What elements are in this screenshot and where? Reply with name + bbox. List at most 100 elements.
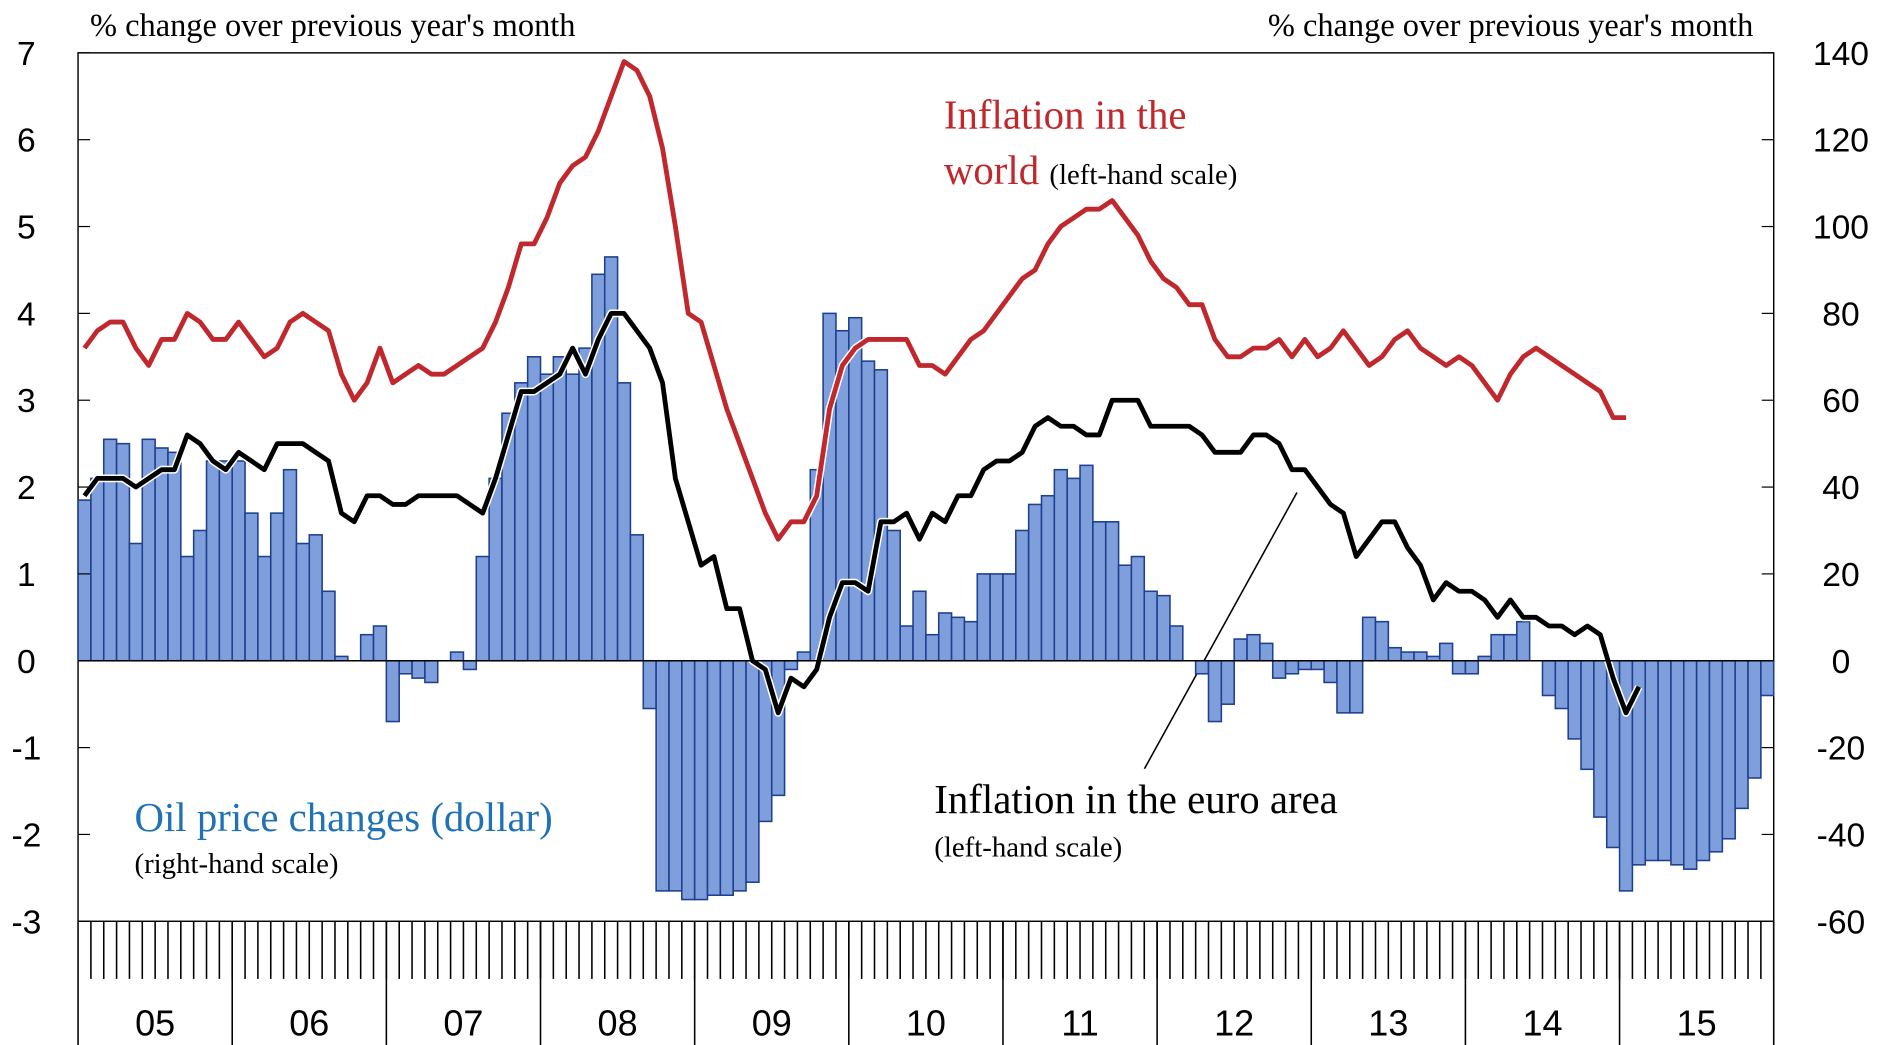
- bar: [372, 625, 388, 662]
- y-tick-label: -2: [11, 817, 41, 854]
- bar: [1644, 659, 1659, 862]
- bar: [90, 477, 105, 662]
- bar: [1156, 594, 1171, 662]
- y2-tick-label: -40: [1817, 817, 1866, 854]
- bar: [77, 499, 92, 662]
- bar: [1464, 659, 1480, 675]
- bar: [783, 659, 799, 671]
- x-group-label: 13: [1368, 1002, 1408, 1043]
- bar: [1593, 659, 1608, 818]
- bar: [745, 659, 760, 883]
- y2-tick-label: 120: [1813, 123, 1869, 160]
- y-tick-label: -3: [11, 904, 41, 941]
- series-note: (left-hand scale): [1049, 159, 1238, 191]
- bar: [488, 477, 503, 662]
- bar: [963, 620, 979, 662]
- line: [82, 59, 1626, 542]
- bar: [1015, 529, 1030, 662]
- bar: [552, 356, 567, 662]
- bar: [167, 451, 182, 662]
- series-note: (left-hand scale): [934, 831, 1122, 863]
- bar: [1747, 659, 1762, 779]
- y-tick-label: -1: [11, 731, 41, 768]
- bar: [308, 534, 323, 662]
- bar: [1027, 503, 1043, 662]
- y-tick-label: 5: [17, 210, 36, 247]
- bar: [578, 347, 593, 662]
- bar: [1503, 633, 1518, 662]
- bar: [770, 659, 786, 797]
- x-group-label: 14: [1522, 1002, 1562, 1043]
- x-group-label: 11: [1061, 1002, 1098, 1043]
- bar: [1220, 659, 1235, 705]
- y2-tick-label: 60: [1822, 383, 1859, 420]
- bar: [244, 512, 259, 662]
- bar: [462, 659, 478, 671]
- y2-tick-label: 0: [1832, 644, 1851, 681]
- bar: [1271, 659, 1287, 679]
- bar: [154, 447, 169, 662]
- bar: [218, 460, 233, 662]
- bar: [1516, 620, 1531, 662]
- leader-line: [1143, 492, 1298, 770]
- bar: [1721, 659, 1736, 840]
- bar: [1567, 659, 1582, 740]
- bar: [359, 633, 375, 662]
- bar: [1413, 651, 1428, 662]
- x-group-label: 12: [1214, 1002, 1254, 1043]
- y2-tick-label: 140: [1813, 36, 1869, 73]
- bar: [1760, 659, 1775, 697]
- bar: [1207, 659, 1223, 723]
- bar: [1657, 659, 1672, 862]
- bar: [424, 659, 439, 684]
- bar: [1695, 659, 1711, 862]
- y-tick-label: 6: [17, 123, 36, 160]
- bar: [1002, 573, 1017, 662]
- bar: [1490, 633, 1505, 662]
- bar: [526, 356, 542, 662]
- bar: [539, 373, 555, 662]
- bar: [1580, 659, 1595, 771]
- bar: [269, 512, 285, 662]
- bar: [1104, 521, 1120, 662]
- bar: [719, 659, 734, 897]
- bar: [848, 316, 863, 662]
- bar: [1130, 555, 1146, 662]
- bar: [1066, 477, 1081, 662]
- x-group-label: 07: [443, 1002, 483, 1043]
- bar: [1541, 659, 1557, 697]
- bar: [732, 659, 747, 892]
- bar: [629, 534, 645, 662]
- bar: [192, 529, 208, 662]
- y-tick-label: 0: [17, 644, 36, 681]
- bar: [1451, 659, 1467, 675]
- bar: [1117, 564, 1133, 662]
- bar: [1053, 468, 1068, 662]
- bar: [321, 590, 336, 662]
- bar: [128, 542, 144, 662]
- y-axis-label: % change over previous year's month: [90, 8, 575, 44]
- bar: [886, 529, 901, 662]
- y2-tick-label: -20: [1817, 731, 1866, 768]
- bar: [873, 369, 889, 662]
- bar: [616, 382, 632, 662]
- bar: [257, 555, 272, 662]
- bar: [989, 573, 1004, 662]
- bar: [180, 555, 195, 662]
- bar: [1349, 659, 1364, 714]
- bar: [706, 659, 722, 897]
- bar: [668, 659, 683, 892]
- bar: [1233, 638, 1248, 662]
- bar: [693, 659, 709, 901]
- plot-area: [77, 52, 1775, 923]
- bar: [398, 659, 413, 675]
- bar: [449, 651, 465, 662]
- bar: [1092, 521, 1107, 662]
- x-group-label: 08: [598, 1002, 638, 1043]
- bar: [1554, 659, 1569, 710]
- y-tick-label: 4: [17, 296, 36, 333]
- bar: [1387, 646, 1402, 662]
- bar: [1284, 659, 1300, 675]
